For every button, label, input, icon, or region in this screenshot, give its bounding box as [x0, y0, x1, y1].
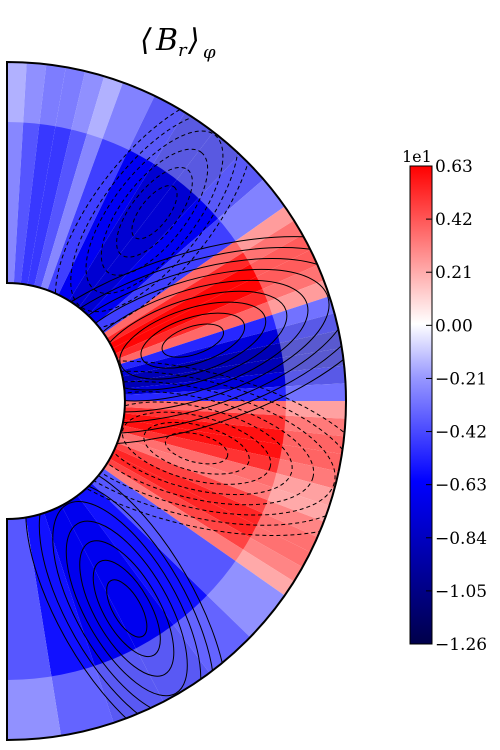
contour-line: [92, 559, 161, 658]
shell-outline: [6, 60, 347, 742]
field-band-6: [61, 495, 210, 702]
colorbar-tick-label: −0.21: [435, 369, 487, 389]
contour-line: [121, 411, 272, 485]
field-band-0: [34, 71, 105, 288]
title-base: B: [155, 23, 178, 58]
field-band-0: [20, 64, 66, 285]
title-avg-sub: φ: [203, 42, 216, 63]
svg-text:⟨: ⟨: [140, 23, 152, 58]
field-band-5: [112, 448, 318, 553]
field-band-1: [78, 132, 240, 316]
field-band-5: [117, 437, 330, 522]
colorbar-tick-label: −0.84: [435, 529, 487, 549]
colorbar-gradient: [409, 165, 433, 645]
colorbar-tick-label: −1.26: [435, 635, 487, 655]
field-band-3: [122, 330, 342, 383]
field-band-0: [13, 62, 47, 284]
field-heatmap: [7, 62, 346, 740]
contour-line: [143, 421, 250, 475]
chart-title: ⟨ B r ⟩ φ: [140, 23, 216, 63]
field-band-4: [119, 431, 335, 506]
contour-line: [164, 432, 229, 465]
field-band-2: [109, 234, 311, 349]
contour-line: [65, 520, 188, 697]
colorbar-tick-label: 0.42: [435, 210, 473, 230]
field-band-5: [109, 453, 311, 568]
field-band-4: [120, 425, 339, 489]
colorbar-tick-label: −0.42: [435, 423, 487, 443]
field-band-3: [120, 313, 339, 377]
field-band-1: [47, 82, 155, 295]
contour-line: [131, 185, 178, 240]
field-band-0: [7, 62, 27, 284]
field-band-3: [124, 383, 346, 401]
field-band-0: [40, 76, 123, 291]
colorbar-tick-label: −0.63: [435, 476, 487, 496]
field-band-1: [68, 112, 214, 308]
contour-line: [7, 236, 346, 446]
title-sub: r: [178, 40, 188, 61]
field-band-3: [124, 365, 346, 395]
contour-line: [78, 391, 315, 506]
colorbar-tick-label: 0.21: [435, 263, 473, 283]
field-band-5: [103, 463, 294, 596]
contour-line: [85, 130, 224, 294]
contour-line: [79, 540, 175, 677]
contour-line: [116, 166, 193, 258]
field-band-2: [106, 220, 303, 344]
field-band-1: [96, 179, 285, 334]
colorbar-exponent: 1e1: [402, 147, 432, 166]
field-band-4: [122, 419, 342, 472]
svg-text:⟩: ⟩: [187, 23, 200, 58]
field-band-2: [115, 264, 324, 360]
field-band-6: [25, 513, 114, 736]
colorbar-tick-label: −1.05: [435, 582, 487, 602]
field-band-5: [106, 458, 303, 582]
field-band-0: [27, 67, 86, 287]
field-band-2: [103, 206, 294, 339]
outer-rim-wash: [7, 62, 346, 740]
field-band-2: [117, 280, 330, 365]
field-band-2: [112, 249, 318, 354]
contour-line: [140, 312, 246, 369]
contour-line: [161, 323, 225, 358]
colorbar: 1e1 0.63 0.42 0.21 0.00 −0.21 −0.42 −0.63 −0.84…: [402, 147, 487, 655]
field-band-3: [119, 296, 335, 371]
field-band-6: [7, 517, 62, 740]
field-band-6: [77, 483, 251, 673]
field-band-4: [123, 413, 345, 455]
contour-line: [100, 148, 209, 276]
field-band-1: [58, 95, 185, 301]
colorbar-tick-label: 0.00: [435, 316, 473, 336]
contour-line: [106, 579, 148, 638]
field-band-5: [115, 442, 324, 538]
colorbar-tick-label: 0.63: [435, 157, 473, 177]
